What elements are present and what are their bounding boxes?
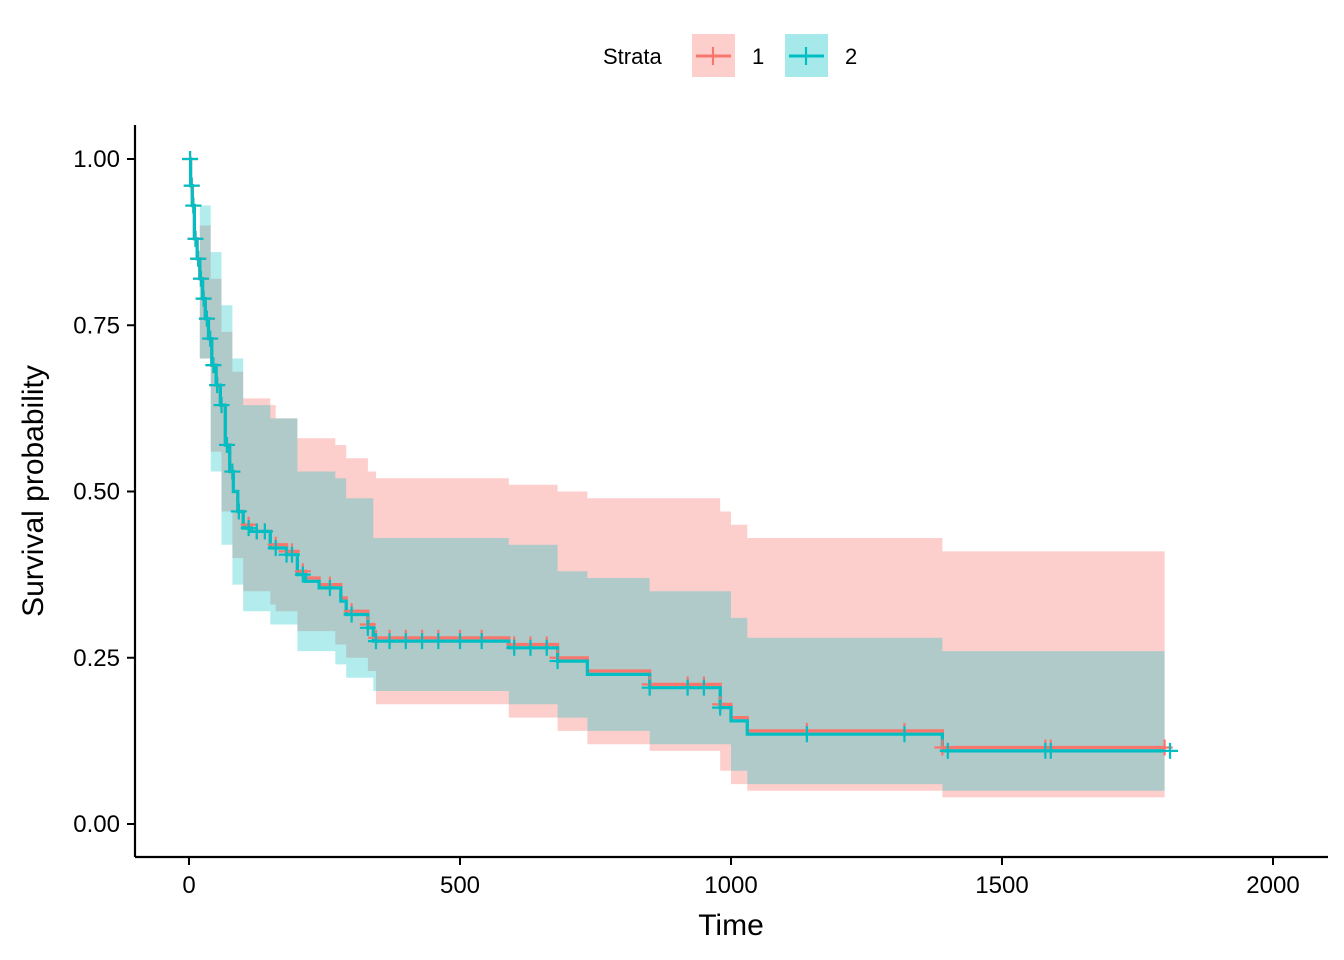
censor-mark	[198, 310, 215, 327]
censor-mark	[230, 503, 247, 520]
x-tick-label: 2000	[1246, 872, 1299, 899]
censor-mark	[473, 633, 490, 650]
censor-mark	[538, 639, 555, 656]
censor-mark	[224, 463, 241, 480]
censor-mark	[381, 633, 398, 650]
censor-mark	[192, 270, 209, 287]
censor-mark	[414, 633, 431, 650]
censor-mark	[1162, 742, 1179, 759]
x-ticks: 0 500 1000 1500 2000	[182, 857, 1300, 899]
censor-mark	[294, 566, 311, 583]
x-tick-label: 500	[440, 872, 480, 899]
censor-mark	[267, 540, 284, 557]
censor-mark	[939, 742, 956, 759]
y-tick-label: 0.50	[73, 479, 120, 506]
censor-mark	[182, 151, 199, 167]
censor-mark	[256, 523, 273, 540]
x-tick-label: 0	[182, 872, 195, 899]
censor-mark	[343, 606, 360, 623]
censor-mark	[240, 520, 257, 537]
censor-mark	[218, 436, 235, 453]
x-tick-label: 1000	[704, 872, 757, 899]
confidence-band-strata-2	[189, 159, 1165, 791]
censor-mark	[549, 653, 566, 670]
y-tick-label: 0.75	[73, 312, 120, 339]
censor-mark	[195, 290, 212, 307]
censor-mark	[183, 177, 200, 194]
censor-marks	[182, 151, 1179, 759]
censor-mark	[506, 639, 523, 656]
y-tick-label: 0.00	[73, 811, 120, 838]
censor-mark	[321, 579, 338, 596]
censor-mark	[896, 726, 913, 743]
censor-mark	[213, 397, 230, 414]
censor-mark	[452, 633, 468, 650]
censor-mark	[712, 699, 729, 716]
y-tick-label: 1.00	[73, 146, 120, 173]
censor-mark	[185, 197, 202, 214]
censor-mark	[190, 250, 207, 267]
censor-mark	[359, 619, 376, 636]
censor-mark	[679, 679, 696, 696]
censor-mark	[205, 357, 222, 374]
censor-mark	[367, 633, 384, 650]
y-axis-title: Survival probability	[17, 365, 50, 617]
y-ticks: 0.00 0.25 0.50 0.75 1.00	[73, 146, 135, 838]
censor-mark	[695, 679, 712, 696]
censor-mark	[187, 230, 204, 247]
legend-item-2: 2	[785, 34, 857, 77]
censor-mark	[1042, 742, 1059, 759]
legend-title: Strata	[603, 44, 662, 69]
y-tick-label: 0.25	[73, 645, 120, 672]
censor-mark	[430, 633, 447, 650]
censor-mark	[522, 639, 539, 656]
censor-mark	[397, 633, 414, 650]
censor-mark	[798, 726, 815, 743]
legend-label: 2	[845, 44, 857, 69]
censor-mark	[283, 546, 300, 563]
legend-label: 1	[752, 44, 764, 69]
censor-mark	[209, 377, 226, 394]
confidence-bands	[189, 159, 1165, 798]
censor-mark	[641, 679, 658, 696]
censor-mark	[202, 330, 219, 347]
axes: 0 500 1000 1500 2000 0.00 0.25 0.50 0.75 1.00	[73, 125, 1328, 899]
x-axis-title: Time	[698, 909, 764, 942]
x-tick-label: 1500	[975, 872, 1028, 899]
legend-item-1: 1	[692, 34, 764, 77]
